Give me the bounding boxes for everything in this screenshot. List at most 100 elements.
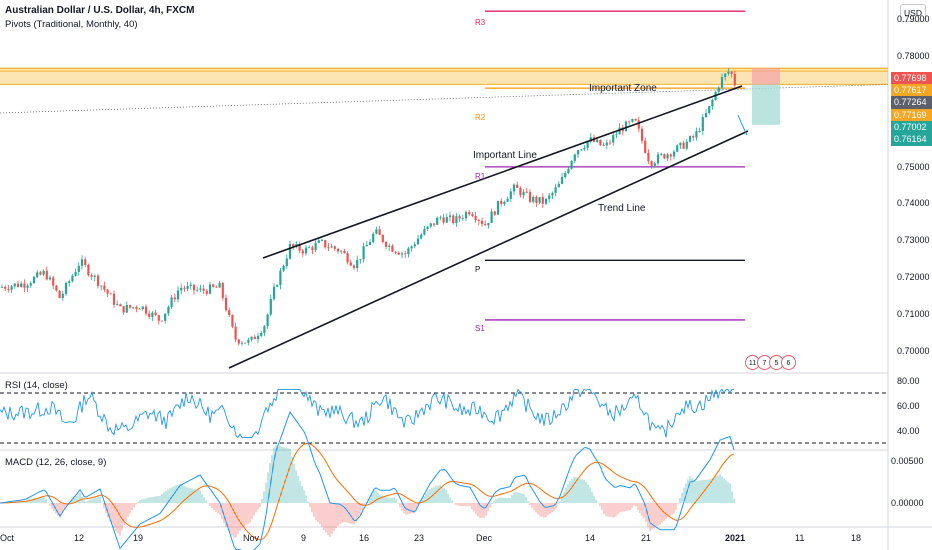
candle-body [704,113,708,118]
candle-body [368,242,372,245]
candle-body [490,211,493,224]
candle-body [23,283,26,288]
price-axis-label: 0.79000 [897,14,930,25]
candle-body [557,183,560,188]
candle-body [410,246,413,249]
candle-body [471,214,474,217]
chart-title: Australian Dollar / U.S. Dollar, 4h, FXC… [5,5,195,16]
candle-body [359,259,362,261]
time-axis-label: 9 [301,533,307,543]
candle-body [679,142,682,146]
rsi-axis-40: 40.00 [897,426,920,436]
macd-axis-high: 0.00500 [891,456,924,466]
event-flag-icon[interactable]: 11 [745,355,760,370]
candle-body [87,264,90,276]
candle-body [218,283,221,288]
candle-body [100,285,103,287]
candle-body [672,151,676,157]
price-axis-label: 0.72000 [897,272,930,282]
candle-body [528,192,532,202]
candle-body [656,154,660,164]
candle-body [128,304,132,308]
candle-body [320,240,324,242]
candle-body [285,258,288,267]
candle-body [304,247,308,254]
candle-body [416,238,420,245]
rsi-label[interactable]: RSI (14, close) [5,380,68,391]
time-axis-label: 2021 [725,533,746,543]
time-axis-label: Oct [0,533,15,543]
price-tag: 0.77169 [891,109,932,122]
candle-body [516,184,519,188]
candle-body [464,212,468,219]
candle-body [90,275,93,277]
candle-body [122,306,125,313]
candle-body [346,253,349,263]
candle-body [26,285,29,288]
candle-body [202,288,205,291]
candle-body [52,277,55,286]
candle-body [660,154,663,155]
candle-body [612,134,615,143]
candle-body [228,310,231,316]
candle-body [452,215,455,224]
candle-body [554,187,557,193]
candle-body [170,297,173,307]
candle-body [186,285,189,289]
candle-body [282,266,285,271]
time-axis-label: 12 [74,533,85,543]
candle-body [682,142,685,149]
candle-body [112,293,116,305]
candle-body [605,142,608,146]
candle-body [717,87,720,92]
candle-body [663,154,666,159]
time-axis-label: 18 [851,533,862,543]
economic-events[interactable]: 11 7 5 6 [745,355,805,372]
candle-body [538,197,541,203]
price-axis-label: 0.75000 [897,161,930,172]
candle-body [324,240,327,248]
macd-label[interactable]: MACD (12, 26, close, 9) [5,457,107,468]
candle-body [455,216,458,224]
candle-body [93,275,96,277]
time-axis-label: 19 [133,533,144,543]
candle-body [608,142,612,144]
candle-body [375,229,378,234]
candle-body [20,283,23,287]
currency-button[interactable]: USD [900,4,926,22]
candle-body [724,73,727,77]
candle-body [685,141,688,149]
important-channel-line [262,85,743,259]
candle-body [500,200,503,204]
candle-body [288,244,292,259]
candle-body [164,313,167,321]
price-axis-label: 0.71000 [897,308,930,319]
candle-body [77,265,80,272]
stop-loss-zone [752,68,780,85]
candle-body [727,71,730,74]
pivot-s1-label: S1 [475,324,485,333]
candle-body [349,262,352,266]
candle-body [135,306,138,309]
candle-body [720,76,724,88]
candle-body [272,286,276,300]
candle-body [407,248,410,255]
last-price-line [0,84,889,114]
price-tag: 0.77617 [891,84,932,97]
candle-body [637,120,640,129]
indicator-label[interactable]: Pivots (Traditional, Monthly, 40) [5,19,138,30]
candle-body [596,139,599,142]
candle-body [400,253,404,255]
candle-body [144,306,148,314]
candle-body [602,145,605,147]
candle-body [551,192,554,196]
candle-body [96,275,100,286]
candle-body [263,326,266,333]
candle-body [570,160,573,169]
candle-body [560,177,564,184]
event-flag-icon[interactable]: 6 [781,355,796,370]
candle-body [192,284,196,291]
price-axis-label: 0.78000 [897,51,930,62]
trend-line-label: Trend Line [598,203,646,214]
